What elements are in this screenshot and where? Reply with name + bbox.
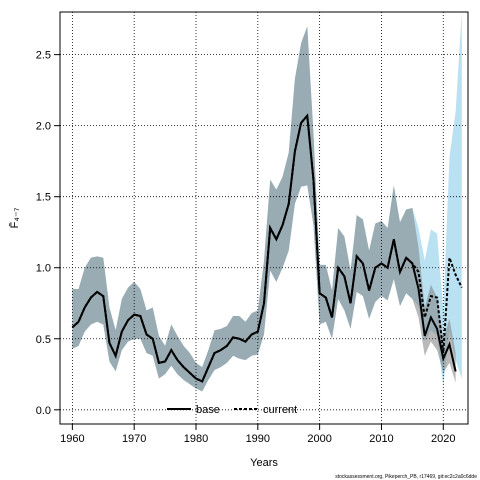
x-tick-label-1970: 1970 xyxy=(122,433,146,445)
legend: base current xyxy=(167,404,297,416)
y-axis-title: F̄₄₋₇ xyxy=(8,207,21,228)
watermark: stockassessment.org, Pikeperch_PB, r1746… xyxy=(335,474,477,480)
legend-label-base: base xyxy=(196,404,220,416)
y-tick-label-0.5: 0.5 xyxy=(36,334,51,346)
x-tick-label-1960: 1960 xyxy=(60,433,84,445)
plot-frame xyxy=(59,11,469,425)
confidence-band-base xyxy=(72,26,456,392)
x-tick-label-1980: 1980 xyxy=(184,433,208,445)
y-tick-label-2: 2.0 xyxy=(36,121,51,133)
x-tick-label-2010: 2010 xyxy=(369,433,393,445)
y-tick-label-1.5: 1.5 xyxy=(36,192,51,204)
series-line-current xyxy=(71,113,463,383)
x-tick-label-2000: 2000 xyxy=(307,433,331,445)
x-tick-label-2020: 2020 xyxy=(431,433,455,445)
y-axis: 0.0 0.5 1.0 1.5 2.0 2.5 xyxy=(36,50,60,417)
x-axis: 1960 1970 1980 1990 2000 2010 2020 xyxy=(60,424,456,445)
x-axis-title: Years xyxy=(250,457,278,469)
y-tick-label-1: 1.0 xyxy=(36,263,51,275)
y-tick-label-2.5: 2.5 xyxy=(36,50,51,62)
x-tick-label-1990: 1990 xyxy=(246,433,270,445)
legend-label-current: current xyxy=(263,404,297,416)
confidence-bands xyxy=(72,12,462,392)
series-lines xyxy=(71,113,463,383)
y-tick-label-0: 0.0 xyxy=(36,405,51,417)
